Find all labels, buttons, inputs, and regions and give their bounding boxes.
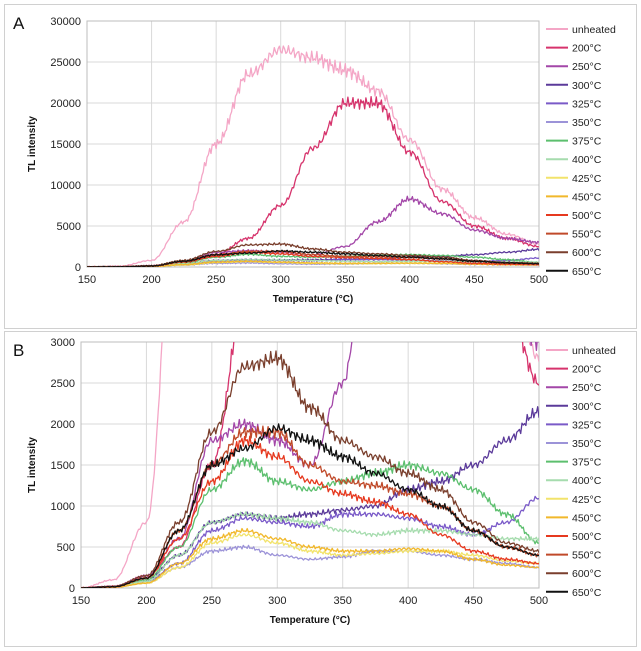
series-line-300c (81, 406, 539, 588)
y-tick-label-20000: 20000 (50, 98, 81, 110)
x-tick-label-400: 400 (399, 595, 417, 607)
series-line-unheated (87, 45, 539, 267)
x-tick-label-250: 250 (207, 274, 225, 286)
x-tick-label-450: 450 (465, 274, 483, 286)
chart-panel-b: 150 200 250 300 350 400 450 500 0 500 1000 1500 2000… (4, 331, 637, 647)
legend-label-550c: 550°C (572, 550, 602, 562)
chart-b-svg: 150 200 250 300 350 400 450 500 0 500 1000 1500 2000… (13, 337, 616, 626)
series-line-450c (87, 259, 539, 267)
series-line-425c (81, 533, 539, 588)
x-tick-label-500: 500 (530, 274, 548, 286)
legend-label-200c: 200°C (572, 364, 602, 376)
y-tick-label-0: 0 (69, 583, 75, 595)
series-line-450c (81, 527, 539, 588)
series-line-325c (81, 495, 539, 588)
x-axis-title: Temperature (°C) (270, 615, 351, 626)
y-tick-label-1000: 1000 (51, 501, 75, 513)
y-axis-title: TL intensity (27, 437, 38, 493)
series-line-375c (81, 457, 539, 588)
y-tick-label-15000: 15000 (50, 139, 81, 151)
series-line-650c (81, 423, 539, 588)
y-tick-label-30000: 30000 (50, 16, 81, 28)
x-tick-label-150: 150 (72, 595, 90, 607)
x-tick-label-350: 350 (334, 595, 352, 607)
series-line-550c (81, 425, 539, 588)
series-line-200c (87, 96, 539, 267)
legend-label-250c: 250°C (572, 382, 602, 394)
legend-label-425c: 425°C (572, 173, 602, 185)
legend-label-300c: 300°C (572, 80, 602, 92)
y-tick-label-500: 500 (57, 542, 75, 554)
y-axis-title: TL intensity (27, 116, 38, 172)
x-tick-label-200: 200 (142, 274, 160, 286)
plot-area-frame (80, 341, 540, 589)
x-tick-label-400: 400 (401, 274, 419, 286)
legend-label-350c: 350°C (572, 438, 602, 450)
x-tick-label-200: 200 (137, 595, 155, 607)
legend-label-500c: 500°C (572, 531, 602, 543)
x-tick-label-450: 450 (464, 595, 482, 607)
series-line-unheated (81, 342, 539, 588)
plot-area-frame (86, 20, 540, 268)
y-tick-label-25000: 25000 (50, 57, 81, 69)
legend-label-450c: 450°C (572, 512, 602, 524)
legend-label-450c: 450°C (572, 191, 602, 203)
legend-label-600c: 600°C (572, 247, 602, 259)
legend-label-375c: 375°C (572, 136, 602, 148)
x-tick-label-350: 350 (336, 274, 354, 286)
x-tick-label-300: 300 (268, 595, 286, 607)
legend-label-300c: 300°C (572, 401, 602, 413)
x-tick-label-500: 500 (530, 595, 548, 607)
chart-a-svg: 150 200 250 300 350 400 450 5000500010000150002… (13, 14, 616, 305)
panel-letter: A (13, 14, 25, 33)
x-tick-label-150: 150 (78, 274, 96, 286)
y-tick-label-3000: 3000 (51, 337, 75, 349)
y-tick-label-2500: 2500 (51, 378, 75, 390)
legend-label-550c: 550°C (572, 229, 602, 241)
y-tick-label-2000: 2000 (51, 419, 75, 431)
legend-label-350c: 350°C (572, 117, 602, 129)
y-tick-label-1500: 1500 (51, 460, 75, 472)
legend-label-600c: 600°C (572, 568, 602, 580)
legend-label-650c: 650°C (572, 266, 602, 278)
series-line-650c (87, 249, 539, 267)
legend-label-325c: 325°C (572, 98, 602, 110)
legend-label-325c: 325°C (572, 419, 602, 431)
x-tick-label-250: 250 (203, 595, 221, 607)
legend-label-400c: 400°C (572, 475, 602, 487)
legend-label-400c: 400°C (572, 154, 602, 166)
legend-label-200c: 200°C (572, 43, 602, 55)
legend-label-500c: 500°C (572, 210, 602, 222)
legend-label-425c: 425°C (572, 494, 602, 506)
y-tick-label-10000: 10000 (50, 180, 81, 192)
legend-label-250c: 250°C (572, 61, 602, 73)
legend-label-375c: 375°C (572, 457, 602, 469)
y-tick-label-0: 0 (75, 262, 81, 274)
legend-label-650c: 650°C (572, 587, 602, 599)
legend-label-unheated: unheated (572, 345, 616, 357)
legend-label-unheated: unheated (572, 24, 616, 36)
series-line-400c (81, 511, 539, 588)
chart-panel-a: 150 200 250 300 350 400 450 500 0 5000 10000 15000 2… (4, 4, 637, 329)
series-line-500c (81, 435, 539, 588)
y-tick-label-5000: 5000 (57, 221, 81, 233)
series-line-600c (81, 350, 539, 588)
x-axis-title: Temperature (°C) (273, 294, 354, 305)
panel-letter: B (13, 341, 24, 360)
x-tick-label-300: 300 (272, 274, 290, 286)
